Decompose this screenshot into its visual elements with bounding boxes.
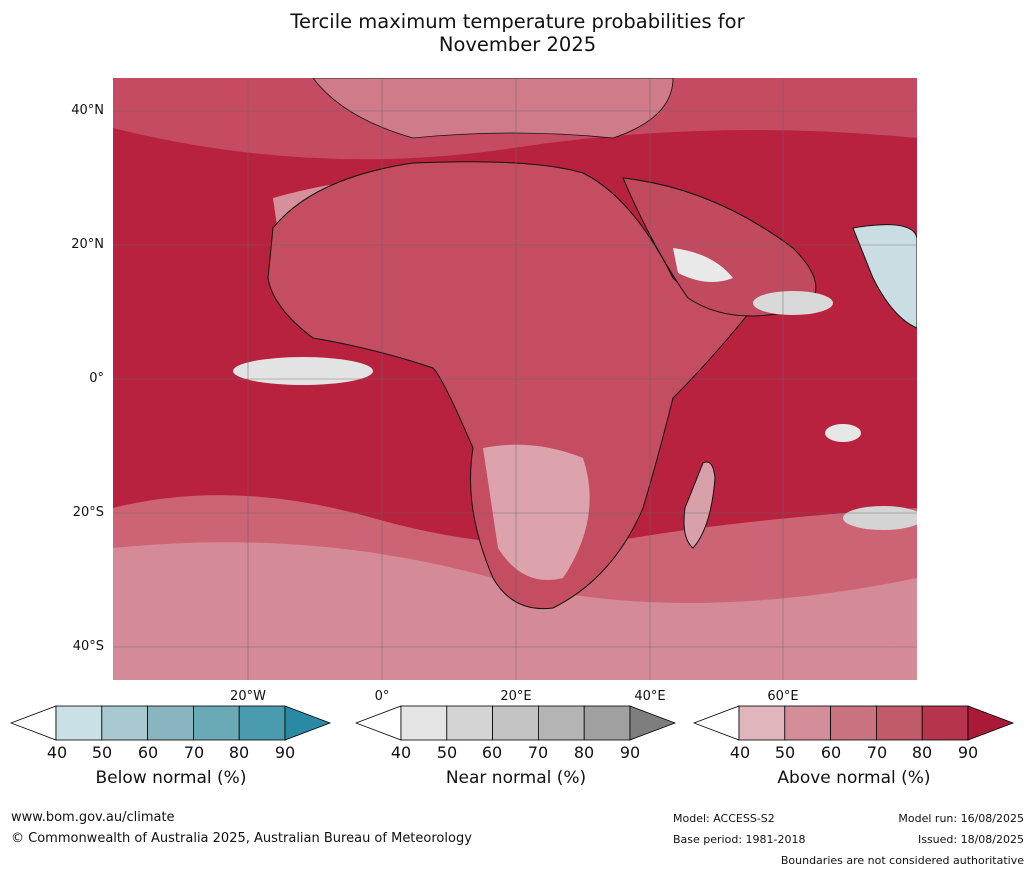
lat-label-0: 0° xyxy=(89,371,104,386)
lon-label-20e: 20°E xyxy=(500,689,532,704)
tick-label: 60 xyxy=(137,743,159,762)
title-line-1: Tercile maximum temperature probabilitie… xyxy=(290,10,745,33)
colorbar-below-normal xyxy=(10,705,332,741)
tick-label: 90 xyxy=(957,743,979,762)
footer-model: Model: ACCESS-S2 xyxy=(673,812,775,825)
colorbar-swatch xyxy=(830,705,877,741)
colorbar-above-normal xyxy=(693,705,1015,741)
footer-base-period: Base period: 1981-2018 xyxy=(673,833,806,846)
colorbar-swatch xyxy=(446,705,494,741)
lon-label-40e: 40°E xyxy=(634,689,666,704)
tick-label: 80 xyxy=(228,743,250,762)
probability-map xyxy=(113,78,917,680)
tick-label: 90 xyxy=(619,743,641,762)
footer-copyright: © Commonwealth of Australia 2025, Austra… xyxy=(11,831,472,846)
colorbar-under-arrow xyxy=(10,705,57,741)
tick-label: 40 xyxy=(46,743,68,762)
colorbar-swatch xyxy=(192,705,240,741)
colorbar-below-swatches xyxy=(10,705,332,741)
tick-label: 70 xyxy=(527,743,549,762)
map-title: Tercile maximum temperature probabilitie… xyxy=(0,10,1035,56)
colorbar-swatch xyxy=(55,705,103,741)
colorbar-above-swatches xyxy=(693,705,1015,741)
colorbar-swatch xyxy=(921,705,969,741)
colorbar-swatch xyxy=(784,705,832,741)
lat-label-20s: 20°S xyxy=(72,505,104,520)
tick-label: 40 xyxy=(390,743,412,762)
tick-label: 50 xyxy=(436,743,458,762)
tick-label: 70 xyxy=(866,743,888,762)
colorbar-under-arrow xyxy=(355,705,402,741)
tick-label: 50 xyxy=(774,743,796,762)
tick-label: 80 xyxy=(911,743,933,762)
lon-label-0: 0° xyxy=(374,689,390,704)
colorbar-near-normal xyxy=(355,705,677,741)
lat-label-40s: 40°S xyxy=(72,639,104,654)
colorbar-below-label: Below normal (%) xyxy=(95,768,247,788)
colorbar-above-label: Above normal (%) xyxy=(777,768,931,788)
lat-label-20n: 20°N xyxy=(71,237,104,252)
colorbar-swatch xyxy=(738,705,786,741)
footer-issued: Issued: 18/08/2025 xyxy=(917,833,1024,846)
footer-model-run: Model run: 16/08/2025 xyxy=(898,812,1024,825)
lon-label-60e: 60°E xyxy=(767,689,799,704)
tick-label: 60 xyxy=(481,743,503,762)
tick-label: 80 xyxy=(573,743,595,762)
tick-label: 90 xyxy=(274,743,296,762)
colorbar-swatch xyxy=(492,705,539,741)
colorbar-swatch xyxy=(583,705,631,741)
colorbar-under-arrow xyxy=(693,705,740,741)
colorbar-swatch xyxy=(238,705,286,741)
colorbar-over-arrow xyxy=(284,705,332,741)
footer-website: www.bom.gov.au/climate xyxy=(11,810,175,825)
colorbar-near-label: Near normal (%) xyxy=(445,768,587,788)
tick-label: 70 xyxy=(183,743,205,762)
map-canvas xyxy=(113,78,917,680)
title-line-2: November 2025 xyxy=(438,33,597,56)
colorbar-over-arrow xyxy=(967,705,1015,741)
colorbar-near-swatches xyxy=(355,705,677,741)
colorbar-swatch xyxy=(537,705,585,741)
colorbar-swatch xyxy=(875,705,923,741)
lat-label-40n: 40°N xyxy=(71,103,104,118)
lon-label-20w: 20°W xyxy=(230,689,266,704)
tick-label: 60 xyxy=(820,743,842,762)
colorbar-swatch xyxy=(400,705,448,741)
colorbar-over-arrow xyxy=(629,705,677,741)
colorbar-swatch xyxy=(101,705,149,741)
tick-label: 50 xyxy=(91,743,113,762)
tick-label: 40 xyxy=(729,743,751,762)
footer-disclaimer: Boundaries are not considered authoritat… xyxy=(780,854,1024,867)
colorbar-swatch xyxy=(147,705,194,741)
